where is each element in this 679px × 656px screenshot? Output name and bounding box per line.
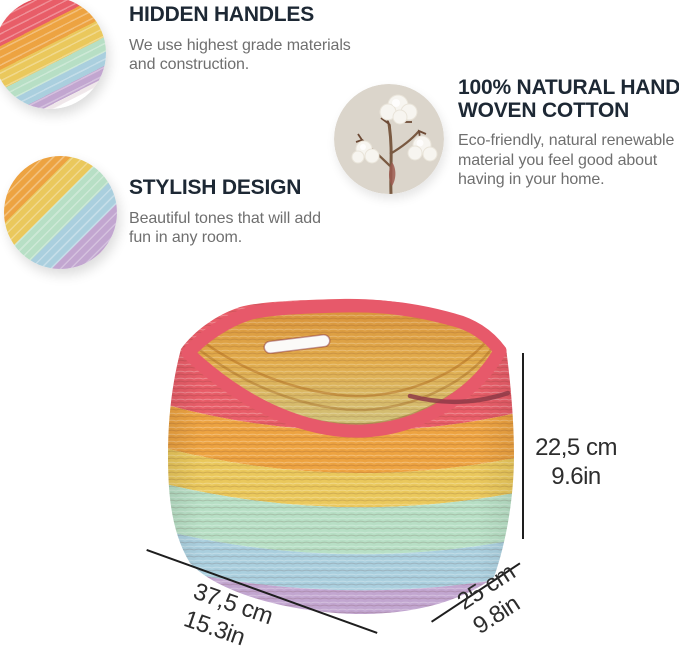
cotton-flower-art: [334, 84, 444, 194]
basket-handle-slot-left: [263, 333, 331, 355]
feature-title: STYLISH DESIGN: [129, 176, 302, 199]
feature-title: 100% NATURAL HAND WOVEN COTTON: [458, 76, 679, 122]
basket-corner-photo: [0, 0, 106, 109]
rainbow-stripe-art: [4, 156, 117, 269]
basket-handle-slot-right: [407, 390, 511, 405]
height-cm-text: 22,5 cm: [535, 434, 617, 461]
rainbow-basket-photo: [168, 298, 514, 615]
rainbow-stripe-art: [0, 0, 106, 109]
height-dimension-line: [522, 353, 524, 539]
cotton-flower-photo: [334, 84, 444, 194]
height-inch-text: 9.6in: [551, 463, 601, 491]
basket-rim: [181, 299, 507, 438]
feature-description: Beautiful tones that will add fun in any…: [129, 209, 321, 247]
feature-description: Eco-friendly, natural renewable material…: [458, 132, 675, 189]
height-dimension-label: 22,5 cm 9.6in: [522, 433, 630, 492]
feature-title: HIDDEN HANDLES: [129, 3, 315, 26]
feature-natural-cotton: 100% NATURAL HAND WOVEN COTTON Eco-frien…: [458, 76, 679, 190]
rainbow-weave-photo: [4, 156, 117, 269]
feature-stylish-design: STYLISH DESIGN Beautiful tones that will…: [129, 176, 389, 248]
feature-hidden-handles: HIDDEN HANDLES We use highest grade mate…: [129, 3, 389, 75]
feature-description: We use highest grade materials and const…: [129, 36, 351, 74]
